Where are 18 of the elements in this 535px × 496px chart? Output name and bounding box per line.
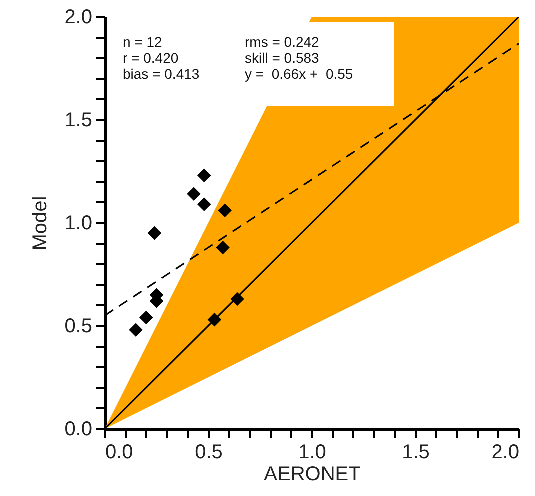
annotation: rms = 0.242 (245, 34, 320, 50)
y-axis-title: Model (30, 196, 52, 251)
annotation: skill = 0.583 (245, 50, 320, 66)
annotation: n = 12 (123, 34, 162, 50)
y-tick-label: 0.5 (64, 316, 92, 338)
annotation: bias = 0.413 (123, 66, 200, 82)
x-tick-label: 1.0 (298, 442, 326, 464)
x-axis-title: AERONET (264, 464, 361, 486)
annotation: r = 0.420 (123, 50, 179, 66)
x-tick-label: 2.0 (492, 442, 520, 464)
x-tick-label: 1.5 (402, 442, 430, 464)
y-tick-label: 0.0 (64, 418, 92, 440)
x-tick-label: 0.0 (106, 442, 134, 464)
y-tick-label: 2.0 (64, 6, 92, 28)
y-tick-label: 1.5 (64, 110, 92, 132)
y-tick-label: 1.0 (64, 212, 92, 234)
x-tick-label: 0.5 (195, 442, 223, 464)
annotation: y = 0.66x + 0.55 (245, 66, 354, 82)
